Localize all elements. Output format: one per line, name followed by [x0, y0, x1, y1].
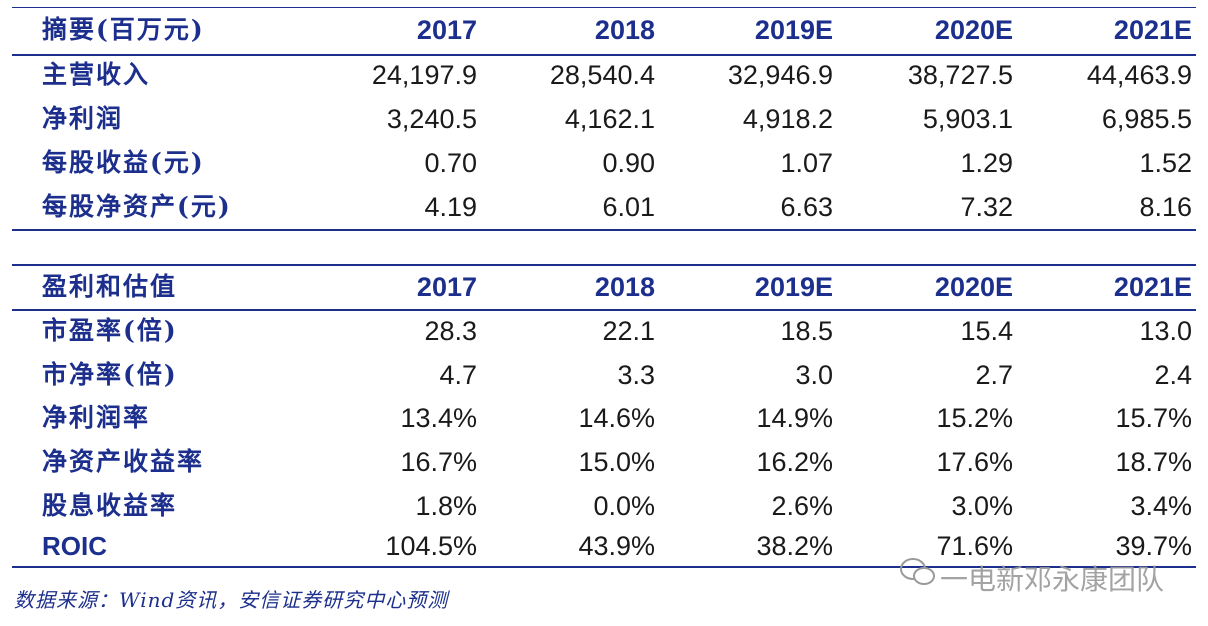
- table-cell: 1.07: [780, 148, 833, 178]
- row-label: 市盈率(倍): [42, 316, 178, 345]
- table-cell: 2.6%: [771, 491, 833, 521]
- table-cell: 3.0: [795, 360, 833, 390]
- table-cell: 38.2%: [756, 531, 833, 561]
- table-cell: 16.2%: [756, 447, 833, 477]
- row-label: 市净率(倍): [42, 360, 178, 389]
- table-cell: 8.16: [1139, 192, 1192, 222]
- table-cell: 5,903.1: [922, 104, 1013, 134]
- table-cell: 6,985.5: [1101, 104, 1192, 134]
- column-header: 2017: [416, 15, 477, 45]
- rule: [12, 566, 1196, 568]
- table-cell: 3.3: [617, 360, 655, 390]
- row-label: 每股净资产(元): [42, 192, 232, 221]
- row-label: 主营收入: [42, 60, 151, 89]
- table-cell: 71.6%: [936, 531, 1013, 561]
- table-cell: 4.7: [439, 360, 477, 390]
- table-cell: 22.1: [602, 316, 655, 346]
- row-label: ROIC: [42, 531, 107, 561]
- table-cell: 14.9%: [756, 403, 833, 433]
- row-label: 净利润率: [42, 403, 151, 432]
- table-cell: 14.6%: [578, 403, 655, 433]
- table-cell: 39.7%: [1115, 531, 1192, 561]
- table-cell: 0.70: [424, 148, 477, 178]
- column-header: 2020E: [934, 272, 1013, 302]
- table-cell: 15.4: [960, 316, 1013, 346]
- table-cell: 18.5: [780, 316, 833, 346]
- table-cell: 3.4%: [1130, 491, 1192, 521]
- column-header: 2018: [594, 15, 655, 45]
- rule: [12, 309, 1196, 311]
- column-header: 2020E: [934, 15, 1013, 45]
- table-cell: 32,946.9: [727, 60, 833, 90]
- table-cell: 38,727.5: [907, 60, 1013, 90]
- column-header: 2018: [594, 272, 655, 302]
- table-cell: 0.0%: [593, 491, 655, 521]
- source-note: 数据来源：Wind资讯，安信证券研究中心预测: [14, 588, 449, 612]
- column-header: 2019E: [754, 272, 833, 302]
- table-cell: 2.4: [1154, 360, 1192, 390]
- column-header: 2021E: [1113, 15, 1192, 45]
- table-cell: 1.52: [1139, 148, 1192, 178]
- section-title: 盈利和估值: [42, 272, 178, 301]
- watermark-icon: [900, 558, 935, 585]
- row-label: 股息收益率: [42, 491, 178, 520]
- table-cell: 6.01: [602, 192, 655, 222]
- row-label: 净资产收益率: [42, 447, 205, 476]
- rule: [12, 7, 1196, 8]
- watermark: 一电新邓永康团队: [940, 563, 1165, 596]
- table-cell: 15.0%: [578, 447, 655, 477]
- rule: [12, 229, 1196, 231]
- table-cell: 4.19: [424, 192, 477, 222]
- table-cell: 15.2%: [936, 403, 1013, 433]
- table-cell: 28,540.4: [549, 60, 655, 90]
- table-cell: 15.7%: [1115, 403, 1192, 433]
- table-cell: 7.32: [960, 192, 1013, 222]
- table-cell: 104.5%: [385, 531, 477, 561]
- table-cell: 3,240.5: [386, 104, 477, 134]
- table-cell: 2.7: [975, 360, 1013, 390]
- table-cell: 18.7%: [1115, 447, 1192, 477]
- table-cell: 16.7%: [400, 447, 477, 477]
- rule: [12, 264, 1196, 266]
- table-cell: 6.63: [780, 192, 833, 222]
- table-cell: 4,162.1: [564, 104, 655, 134]
- column-header: 2021E: [1113, 272, 1192, 302]
- table-cell: 0.90: [602, 148, 655, 178]
- rule: [12, 54, 1196, 56]
- table-cell: 3.0%: [951, 491, 1013, 521]
- table-cell: 4,918.2: [742, 104, 833, 134]
- table-cell: 13.4%: [400, 403, 477, 433]
- row-label: 净利润: [42, 104, 124, 133]
- row-label: 每股收益(元): [42, 148, 205, 177]
- table-cell: 13.0: [1139, 316, 1192, 346]
- table-cell: 1.29: [960, 148, 1013, 178]
- column-header: 2019E: [754, 15, 833, 45]
- table-cell: 28.3: [424, 316, 477, 346]
- table-cell: 24,197.9: [371, 60, 477, 90]
- column-header: 2017: [416, 272, 477, 302]
- table-cell: 1.8%: [415, 491, 477, 521]
- table-cell: 17.6%: [936, 447, 1013, 477]
- table-cell: 43.9%: [578, 531, 655, 561]
- table-cell: 44,463.9: [1086, 60, 1192, 90]
- section-title: 摘要(百万元): [42, 15, 205, 44]
